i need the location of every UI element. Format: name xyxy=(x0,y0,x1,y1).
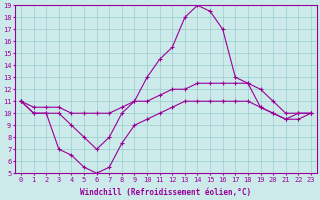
X-axis label: Windchill (Refroidissement éolien,°C): Windchill (Refroidissement éolien,°C) xyxy=(80,188,252,197)
